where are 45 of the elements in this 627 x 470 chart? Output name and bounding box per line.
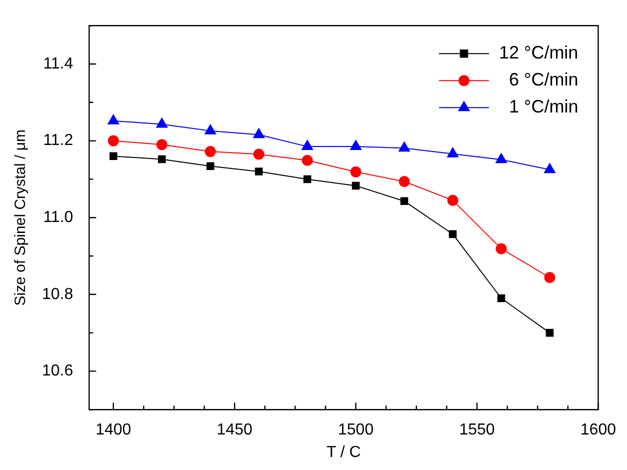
point: [303, 175, 312, 184]
point: [301, 140, 314, 150]
point: [448, 230, 457, 238]
y-tick-label: 10.8: [42, 286, 74, 303]
point: [546, 328, 554, 337]
point: [544, 272, 556, 284]
point: [446, 146, 459, 158]
x-tick-label: 1600: [580, 422, 616, 439]
point: [350, 166, 362, 178]
x-tick-label: 1450: [216, 422, 252, 439]
y-tick-label: 11.4: [43, 55, 74, 72]
point: [496, 243, 507, 254]
y-tick-label: 11.0: [43, 209, 74, 226]
point: [156, 117, 168, 128]
point: [158, 155, 166, 164]
point: [252, 128, 265, 138]
y-tick-label: 10.6: [42, 362, 74, 380]
point: [204, 146, 216, 158]
point: [350, 140, 362, 150]
point: [107, 114, 120, 124]
point: [204, 124, 216, 134]
point: [495, 152, 508, 164]
point: [447, 194, 458, 206]
x-tick-label: 1400: [96, 422, 132, 439]
point: [254, 168, 263, 176]
x-tick-label: 1500: [338, 422, 374, 439]
point: [109, 152, 118, 160]
point: [108, 135, 119, 146]
y-tick-label: 11.2: [43, 132, 74, 150]
point: [206, 162, 214, 170]
point: [544, 162, 556, 174]
point: [398, 141, 410, 152]
point: [497, 294, 506, 302]
y-axis-title: Size of Spinel Crystal / μm: [12, 130, 30, 306]
legend-label: 12 °C/min: [498, 42, 578, 63]
point: [253, 148, 264, 160]
x-tick-label: 1550: [459, 422, 495, 439]
point: [352, 182, 360, 190]
x-axis-title: T / C: [326, 444, 361, 461]
legend-label: 6 °C/min: [508, 70, 578, 90]
point: [398, 176, 410, 188]
point: [302, 154, 313, 166]
legend-label: 1 °C/min: [508, 96, 578, 117]
point: [156, 139, 168, 150]
point: [400, 197, 408, 205]
